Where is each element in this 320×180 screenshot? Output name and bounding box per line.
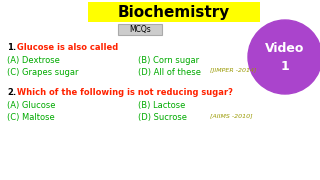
Text: (B) Corn sugar: (B) Corn sugar <box>138 56 199 65</box>
FancyBboxPatch shape <box>88 2 260 22</box>
Text: Which of the following is not reducing sugar?: Which of the following is not reducing s… <box>14 88 233 97</box>
Text: (D) Sucrose: (D) Sucrose <box>138 113 187 122</box>
Text: Biochemistry: Biochemistry <box>118 4 230 19</box>
Text: 1.: 1. <box>7 43 16 52</box>
Text: (A) Dextrose: (A) Dextrose <box>7 56 60 65</box>
Text: (C) Maltose: (C) Maltose <box>7 113 55 122</box>
Circle shape <box>248 20 320 94</box>
Text: [AIIMS -2010]: [AIIMS -2010] <box>210 113 252 118</box>
Text: (C) Grapes sugar: (C) Grapes sugar <box>7 68 78 77</box>
Text: Video: Video <box>265 42 305 55</box>
Text: MCQs: MCQs <box>129 25 151 34</box>
FancyBboxPatch shape <box>118 24 162 35</box>
Text: (A) Glucose: (A) Glucose <box>7 101 55 110</box>
Text: (B) Lactose: (B) Lactose <box>138 101 185 110</box>
Text: [JIMPER -2014]: [JIMPER -2014] <box>210 68 257 73</box>
Text: (D) All of these: (D) All of these <box>138 68 201 77</box>
Text: 2.: 2. <box>7 88 16 97</box>
Text: 1: 1 <box>281 60 289 73</box>
Text: Glucose is also called: Glucose is also called <box>14 43 118 52</box>
